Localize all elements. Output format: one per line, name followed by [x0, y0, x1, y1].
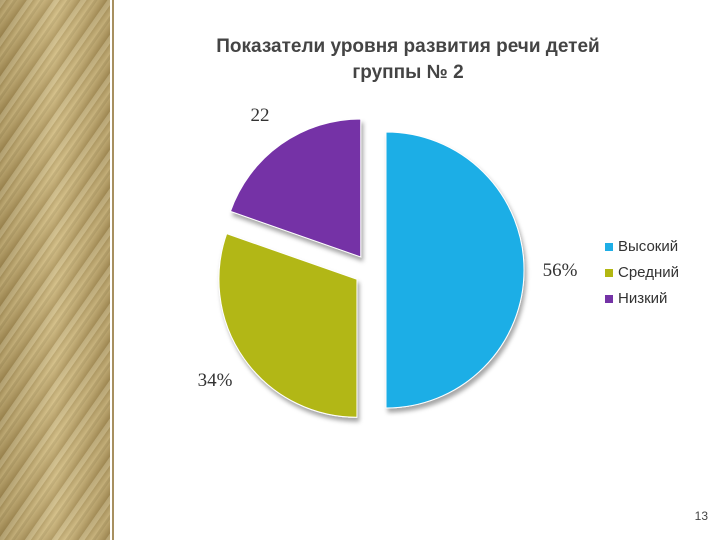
- pie: 56% 34% 22: [198, 105, 578, 418]
- pie-slice: [385, 131, 525, 409]
- pie-slice: [218, 233, 358, 418]
- decor-shade: [0, 0, 110, 540]
- data-label: 34%: [198, 370, 233, 391]
- legend-swatch: [605, 295, 613, 303]
- legend-label: Низкий: [618, 290, 667, 307]
- data-label: 56%: [543, 260, 578, 281]
- legend-label: Высокий: [618, 238, 678, 255]
- legend-swatch: [605, 269, 613, 277]
- legend-swatch: [605, 243, 613, 251]
- pie-slice: [229, 118, 362, 258]
- legend-label: Средний: [618, 264, 679, 281]
- slide-number: 13: [695, 509, 709, 523]
- legend: Высокий Средний Низкий: [605, 238, 679, 307]
- data-label: 22: [251, 105, 270, 126]
- chart-title: Показатели уровня развития речи детей гру…: [216, 36, 599, 83]
